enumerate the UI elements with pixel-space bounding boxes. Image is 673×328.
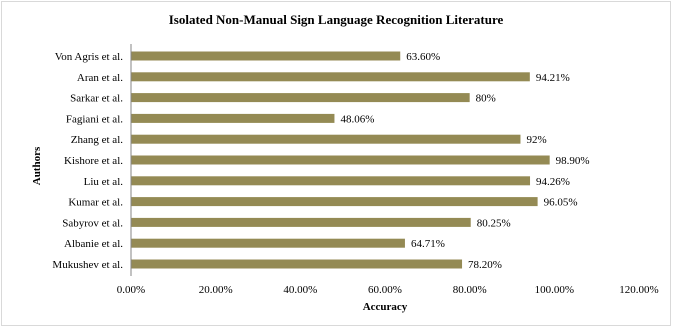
bar (131, 134, 521, 144)
bar-value-label: 64.71% (411, 238, 445, 250)
x-tick-label: 120.00% (619, 284, 658, 296)
y-tick-label: Sabyrov et al. (62, 217, 123, 229)
bar-value-label: 94.26% (536, 176, 570, 188)
bar (131, 197, 538, 207)
y-tick-label: Kishore et al. (64, 155, 123, 167)
y-tick-label: Fagiani et al. (66, 113, 123, 125)
x-tick-label: 80.00% (453, 284, 487, 296)
bar-value-label: 63.60% (406, 51, 440, 63)
bar (131, 176, 531, 186)
x-tick-label: 40.00% (283, 284, 317, 296)
y-tick-label: Aran et al. (77, 72, 123, 84)
bar (131, 259, 463, 269)
bar-value-label: 78.20% (468, 259, 502, 271)
y-tick-label: Zhang et al. (71, 134, 123, 146)
y-tick-label: Sarkar et al. (70, 93, 123, 105)
chart-title: Isolated Non-Manual Sign Language Recogn… (169, 12, 504, 27)
bars (131, 51, 550, 269)
bar-value-label: 94.21% (536, 72, 570, 84)
bar (131, 155, 550, 165)
x-tick-label: 20.00% (199, 284, 233, 296)
y-tick-label: Liu et al. (84, 176, 124, 188)
x-axis-ticks: 0.00% 20.00% 40.00% 60.00% 80.00% 100.00% 120.… (117, 284, 659, 296)
y-tick-label: Von Agris et al. (55, 51, 123, 63)
y-axis-title: Authors (31, 146, 43, 185)
bar (131, 72, 530, 82)
bar (131, 113, 335, 123)
bar (131, 93, 470, 103)
bar-value-label: 80% (476, 93, 496, 105)
bar-value-label: 96.05% (544, 197, 578, 209)
bar-value-label: 80.25% (477, 217, 511, 229)
bar (131, 217, 471, 227)
x-tick-label: 100.00% (535, 284, 574, 296)
bar-value-label: 98.90% (556, 155, 590, 167)
bar (131, 51, 401, 61)
y-tick-label: Kumar et al. (68, 197, 123, 209)
x-tick-label: 60.00% (368, 284, 402, 296)
x-axis-title: Accuracy (363, 301, 408, 313)
bar (131, 238, 405, 248)
data-labels: 63.60% 94.21% 80% 48.06% 92% 98.90% 94.26% 96.0… (340, 51, 589, 271)
y-tick-label: Albanie et al. (64, 238, 123, 250)
bar-value-label: 48.06% (340, 113, 374, 125)
y-axis-labels: Von Agris et al. Aran et al. Sarkar et al.… (52, 51, 123, 271)
x-tick-label: 0.00% (117, 284, 145, 296)
bar-value-label: 92% (526, 134, 546, 146)
y-tick-label: Mukushev et al. (52, 259, 123, 271)
